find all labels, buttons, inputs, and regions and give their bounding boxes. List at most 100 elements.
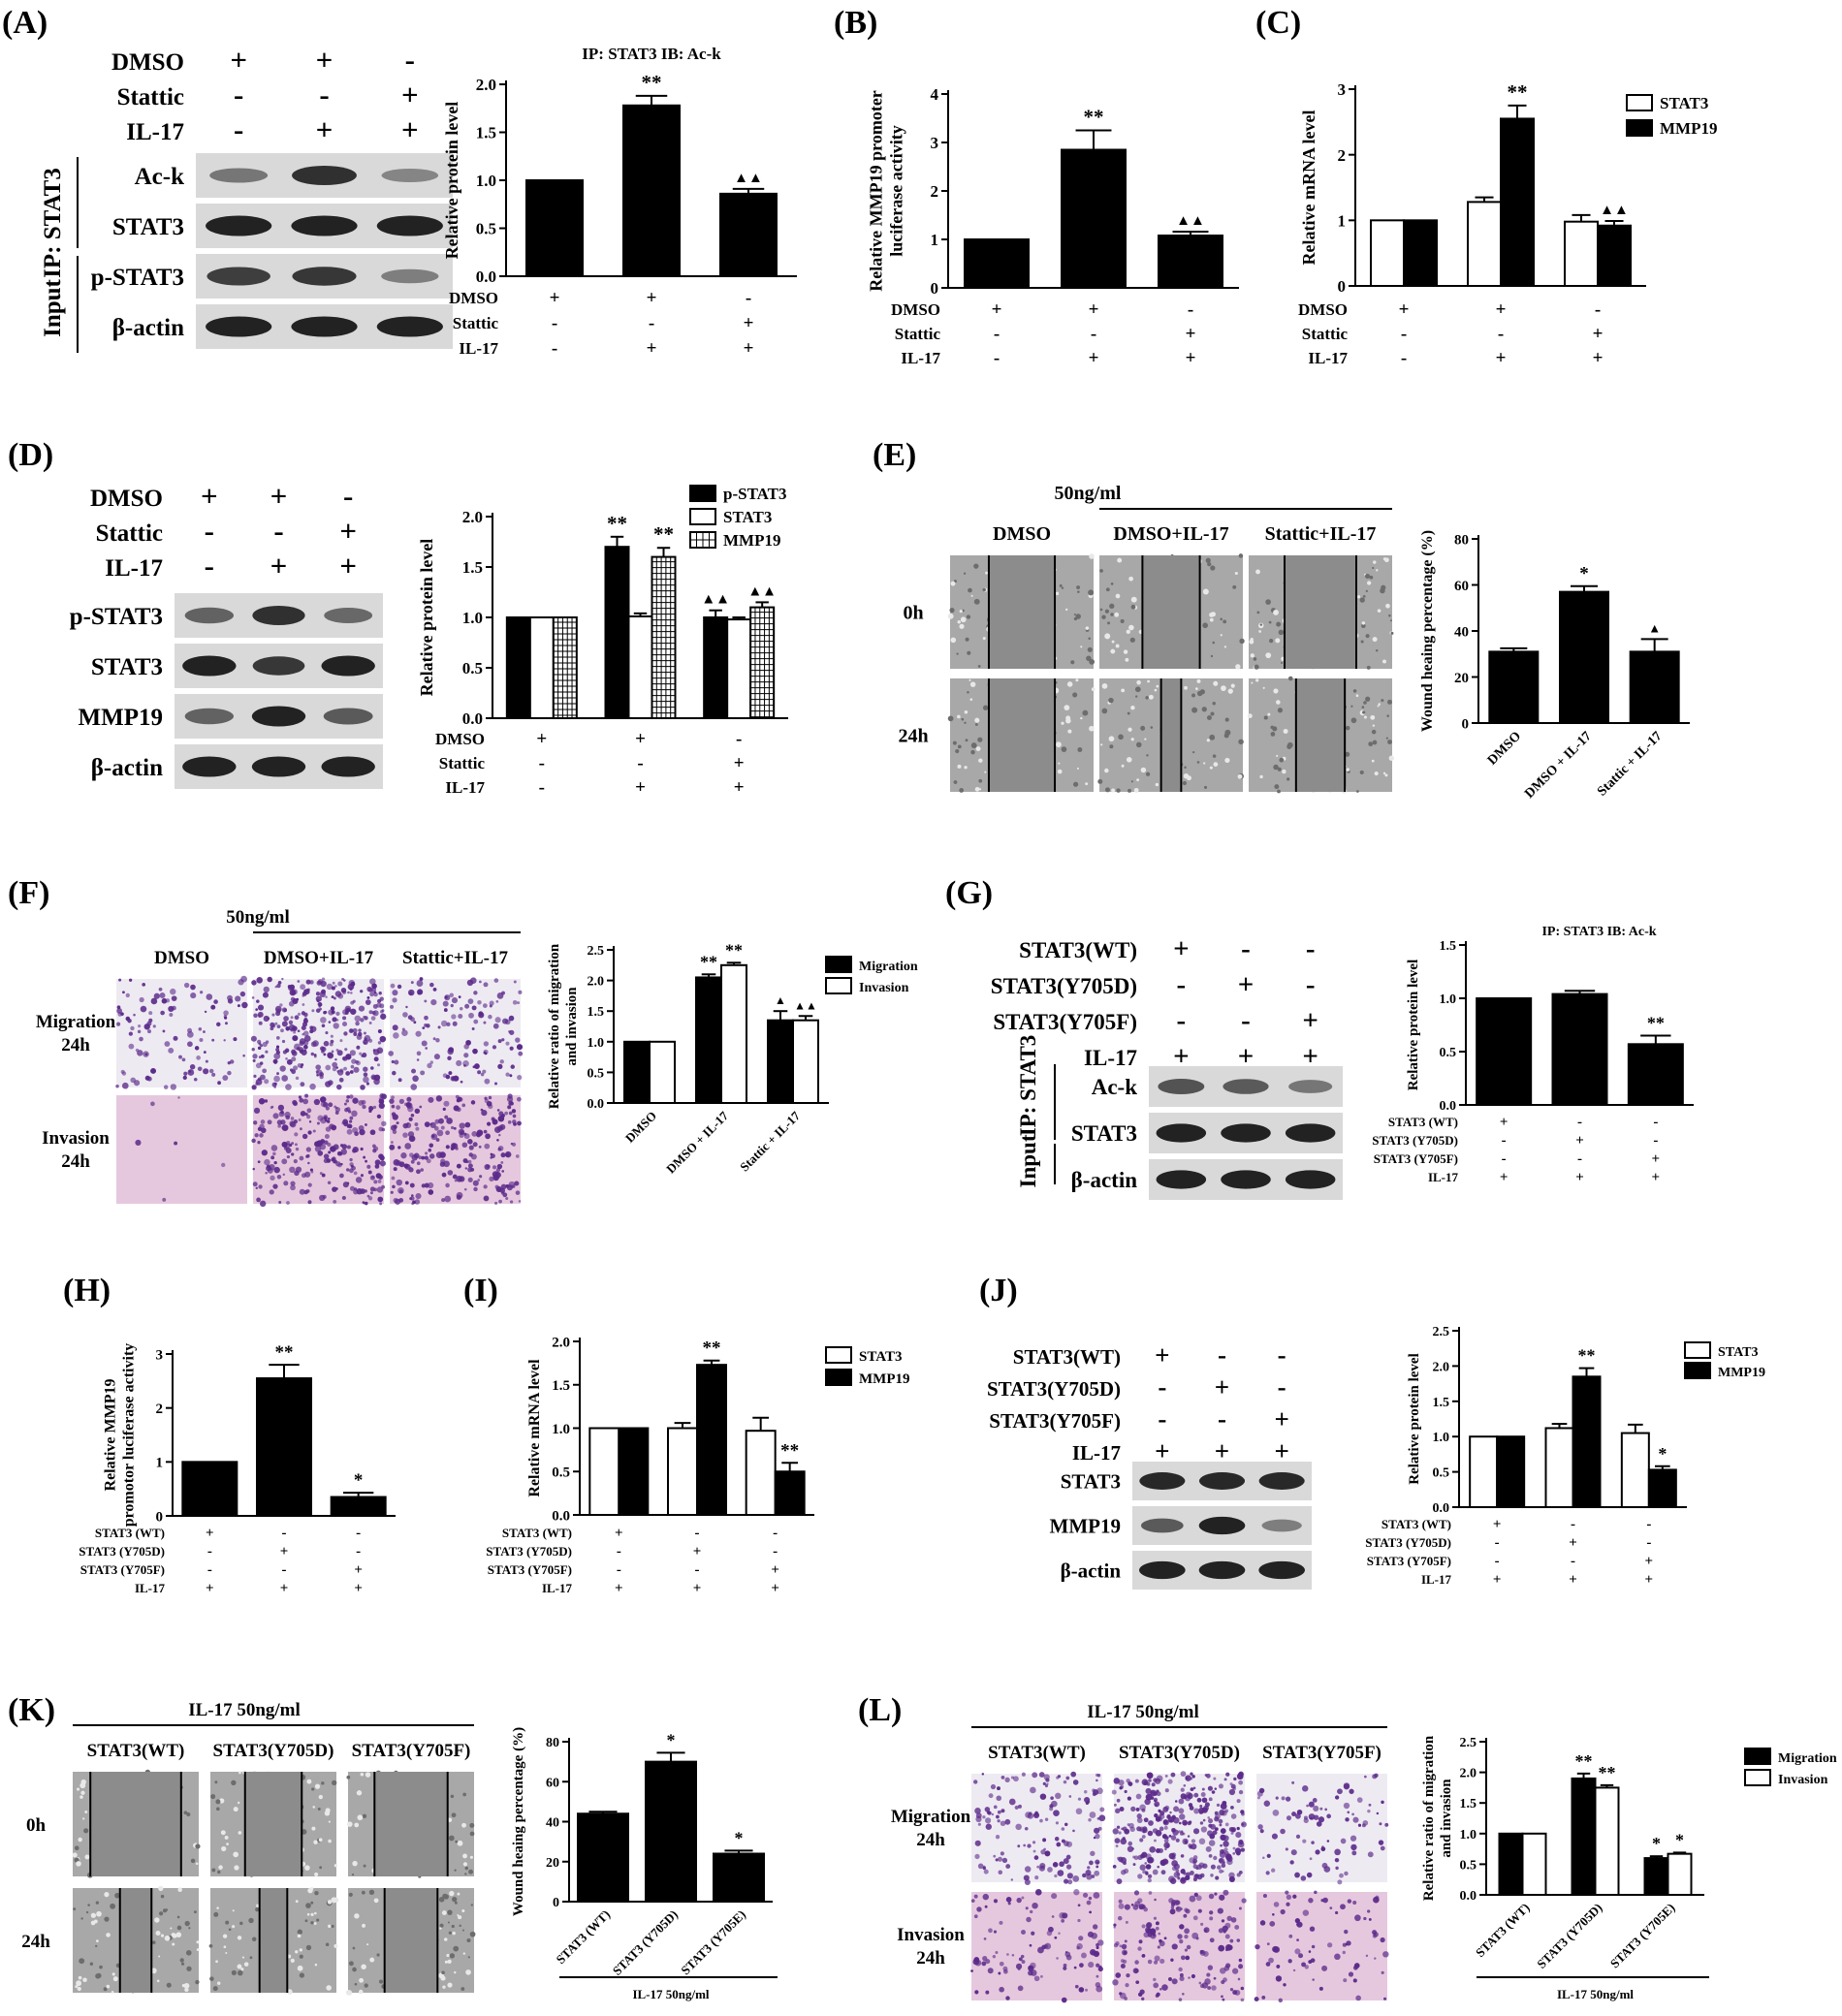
significance-mark: * <box>1652 1834 1661 1853</box>
stained-cell <box>332 1066 337 1072</box>
stained-cell <box>290 1117 295 1120</box>
cell-speck <box>287 1989 293 1995</box>
stained-cell <box>390 1141 394 1145</box>
wound-gap <box>1160 678 1182 792</box>
cell-speck <box>1076 585 1081 589</box>
stained-cell <box>1119 1807 1125 1812</box>
stained-cell <box>299 1188 305 1195</box>
blot-band <box>321 756 375 777</box>
stained-cell <box>398 1098 404 1104</box>
stained-cell <box>1170 1958 1174 1962</box>
cell-speck <box>73 1907 77 1911</box>
stained-cell <box>1124 1904 1130 1910</box>
cell-speck <box>1104 609 1110 614</box>
stained-cell <box>1124 1939 1127 1943</box>
stained-cell <box>429 1122 433 1126</box>
stained-cell <box>366 986 372 992</box>
cell-speck <box>160 1934 165 1937</box>
cell-speck <box>1117 557 1123 563</box>
stained-cell <box>460 1080 463 1084</box>
cell-speck <box>1136 778 1140 782</box>
stained-cell <box>348 1168 354 1174</box>
stained-cell <box>1046 1782 1049 1785</box>
blot-band <box>182 756 237 777</box>
stained-cell <box>447 1048 454 1055</box>
stained-cell <box>333 1159 337 1164</box>
stained-cell <box>193 1077 198 1082</box>
x-tick-label: STAT3 (Y705D) <box>610 1907 681 1978</box>
cell-speck <box>234 1865 239 1871</box>
stained-cell <box>1203 1927 1210 1934</box>
condition-sign: - <box>1577 1151 1582 1167</box>
stained-cell <box>1141 1808 1146 1812</box>
cell-speck <box>1077 590 1080 593</box>
cell-speck <box>306 1779 312 1784</box>
stained-cell <box>306 1108 312 1114</box>
stained-cell <box>991 1812 995 1816</box>
cell-speck <box>964 766 968 770</box>
bar <box>964 238 1030 289</box>
stained-cell <box>1291 1811 1296 1817</box>
stained-cell <box>1238 1958 1243 1963</box>
stained-cell <box>346 1094 350 1099</box>
stained-cell <box>494 1184 499 1189</box>
stained-cell <box>442 1073 448 1079</box>
stained-cell <box>463 1064 466 1067</box>
stained-cell <box>1296 1938 1299 1942</box>
stained-cell <box>1187 1792 1193 1800</box>
stained-cell <box>445 1130 450 1136</box>
stained-cell <box>1180 1771 1187 1777</box>
legend-label: MMP19 <box>859 1371 909 1387</box>
x-tick-label: STAT3 (Y705E) <box>1607 1901 1678 1971</box>
stained-cell <box>297 1012 302 1016</box>
cell-speck <box>80 1917 83 1920</box>
stained-cell <box>1042 1838 1047 1843</box>
stained-cell <box>278 1111 285 1118</box>
stained-cell <box>1351 1812 1354 1816</box>
stained-cell <box>1049 1804 1054 1809</box>
treatment-sign: - <box>1218 1404 1226 1433</box>
stained-cell <box>1120 1870 1127 1875</box>
stained-cell <box>1179 1924 1185 1930</box>
panel-letter-e: (E) <box>873 437 916 473</box>
cell-speck <box>1205 557 1211 563</box>
condition-label: STAT3 (Y705D) <box>1365 1535 1451 1550</box>
stained-cell <box>973 1780 978 1784</box>
stained-cell <box>469 977 477 984</box>
stained-cell <box>281 1158 288 1165</box>
condition-label: IL-17 <box>445 778 485 797</box>
stained-cell <box>1033 1975 1040 1982</box>
condition-sign: - <box>282 1526 287 1541</box>
cell-speck <box>447 1921 450 1924</box>
stained-cell <box>229 1059 235 1064</box>
stained-cell <box>396 1105 400 1110</box>
cell-speck <box>956 652 959 655</box>
significance-mark: ▲▲ <box>794 998 817 1012</box>
stained-cell <box>1136 1813 1142 1819</box>
stained-cell <box>1230 1831 1234 1835</box>
cell-speck <box>968 587 972 593</box>
stained-cell <box>216 1022 221 1027</box>
condition-sign: - <box>746 288 751 308</box>
stained-cell <box>442 1107 446 1112</box>
stained-cell <box>970 1969 973 1972</box>
cell-speck <box>1363 701 1367 705</box>
stained-cell <box>365 1082 369 1086</box>
stained-cell <box>360 990 364 993</box>
stained-cell <box>1065 1864 1072 1870</box>
stained-cell <box>433 1125 439 1131</box>
stained-cell <box>300 984 306 991</box>
condition-sign: - <box>207 1562 212 1578</box>
stained-cell <box>1155 1926 1159 1931</box>
stained-cell <box>341 1021 348 1027</box>
cell-speck <box>238 1831 242 1835</box>
cell-speck <box>1108 697 1114 704</box>
stained-cell <box>424 1155 429 1160</box>
stained-cell <box>1272 1945 1279 1953</box>
stained-cell <box>1185 1775 1191 1781</box>
stained-cell <box>259 1061 264 1065</box>
stained-cell <box>316 1121 320 1125</box>
cell-speck <box>464 1866 469 1871</box>
